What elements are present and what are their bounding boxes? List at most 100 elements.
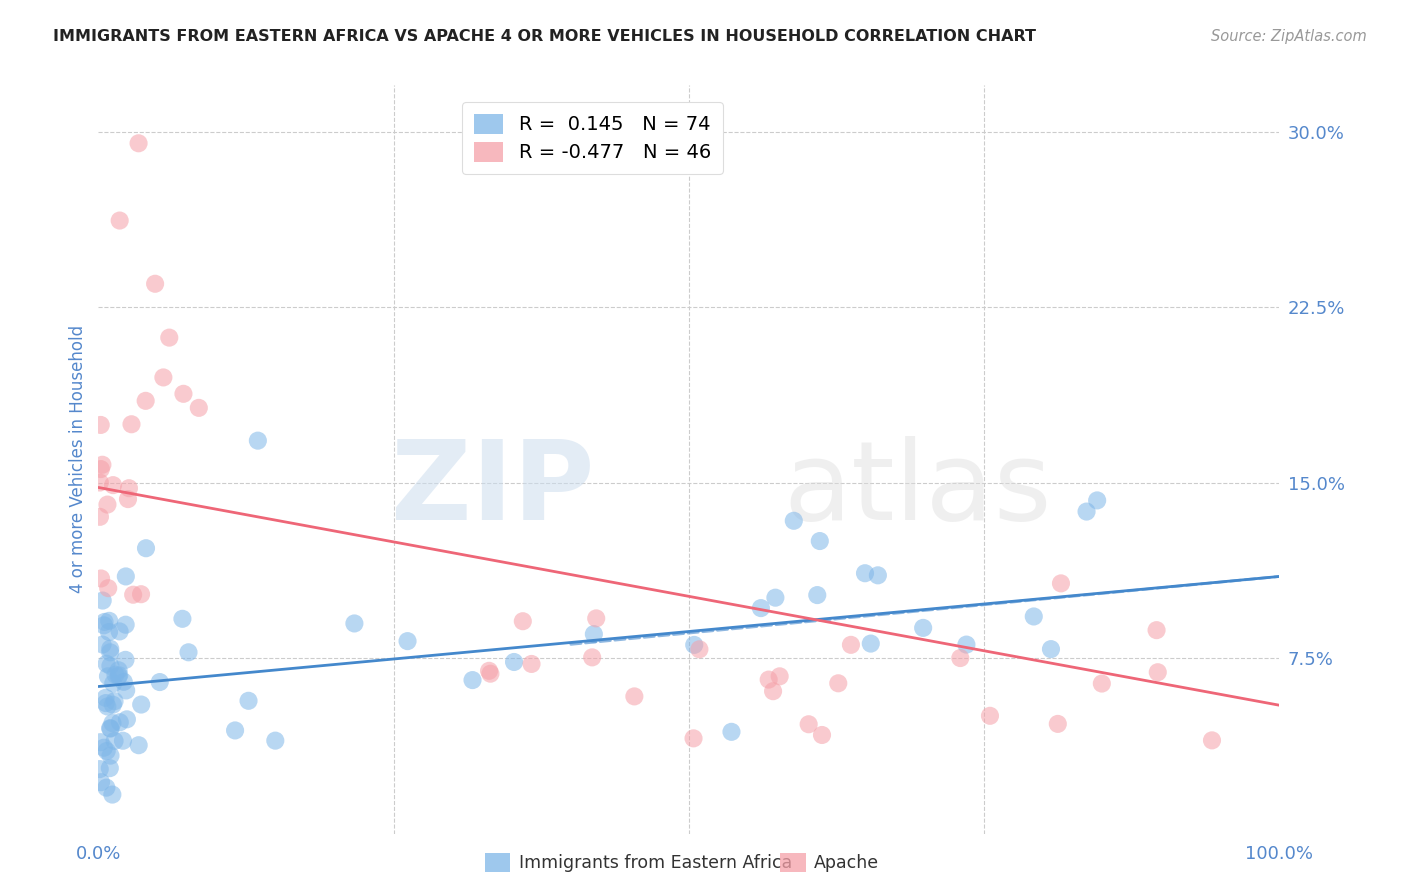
Point — [859, 637, 882, 651]
Point — [1085, 493, 1108, 508]
Point — [343, 616, 366, 631]
Point — [96, 657, 118, 671]
Point — [107, 669, 129, 683]
Point — [783, 514, 806, 528]
Point — [93, 615, 115, 629]
Point — [114, 617, 136, 632]
Point — [90, 417, 112, 432]
Point — [172, 612, 194, 626]
Point — [1039, 642, 1062, 657]
Y-axis label: 4 or more Vehicles in Household: 4 or more Vehicles in Household — [69, 326, 87, 593]
Point — [749, 601, 772, 615]
Point — [121, 417, 143, 432]
Point — [108, 213, 131, 227]
Point — [853, 566, 876, 581]
Point — [149, 675, 172, 690]
Point — [177, 645, 200, 659]
Point — [955, 638, 977, 652]
Point — [797, 717, 820, 731]
Point — [1022, 609, 1045, 624]
Point — [90, 775, 112, 789]
Point — [107, 663, 129, 677]
Point — [1046, 717, 1069, 731]
Point — [1091, 676, 1114, 690]
Point — [172, 386, 194, 401]
Point — [117, 492, 139, 507]
Point — [103, 734, 125, 748]
Point — [101, 788, 124, 802]
Point — [503, 655, 526, 669]
Point — [520, 657, 543, 671]
Point — [1201, 733, 1223, 747]
Point — [866, 568, 889, 582]
Point — [108, 668, 131, 682]
Point — [688, 642, 710, 657]
Point — [93, 740, 115, 755]
Point — [104, 667, 127, 681]
Point — [89, 509, 111, 524]
Point — [979, 708, 1001, 723]
Point — [93, 618, 115, 632]
Text: Immigrants from Eastern Africa: Immigrants from Eastern Africa — [519, 854, 792, 871]
Point — [97, 669, 120, 683]
Point — [1146, 665, 1168, 680]
Point — [135, 393, 157, 408]
Point — [91, 593, 114, 607]
Point — [98, 641, 121, 656]
Point — [808, 534, 831, 549]
Point — [461, 673, 484, 687]
Point — [91, 638, 114, 652]
Point — [912, 621, 935, 635]
Point — [157, 330, 180, 344]
Point — [103, 676, 125, 690]
Point — [128, 738, 150, 752]
Point — [94, 690, 117, 705]
Point — [582, 627, 605, 641]
Point — [623, 690, 645, 704]
Point — [143, 277, 166, 291]
Point — [682, 731, 704, 746]
Point — [89, 762, 111, 776]
Point — [1050, 576, 1073, 591]
Point — [118, 481, 141, 495]
Point — [479, 666, 502, 681]
Point — [187, 401, 209, 415]
Point — [98, 645, 121, 659]
Text: ZIP: ZIP — [391, 436, 595, 543]
Point — [115, 683, 138, 698]
Point — [100, 748, 122, 763]
Point — [98, 721, 121, 735]
Point — [758, 673, 780, 687]
Point — [94, 696, 117, 710]
Point — [111, 733, 134, 747]
Point — [128, 136, 150, 151]
Point — [122, 588, 145, 602]
Point — [101, 716, 124, 731]
Point — [101, 478, 124, 492]
Point — [112, 674, 135, 689]
Point — [115, 712, 138, 726]
Point — [581, 650, 603, 665]
Legend: R =  0.145   N = 74, R = -0.477   N = 46: R = 0.145 N = 74, R = -0.477 N = 46 — [463, 102, 723, 174]
Point — [101, 698, 124, 712]
Point — [114, 653, 136, 667]
Point — [806, 588, 828, 602]
Point — [97, 581, 120, 595]
Point — [512, 614, 534, 628]
Point — [129, 587, 152, 601]
Point — [478, 664, 501, 678]
Text: Apache: Apache — [814, 854, 879, 871]
Point — [96, 699, 118, 714]
Point — [98, 624, 121, 639]
Point — [839, 638, 862, 652]
Point — [224, 723, 246, 738]
Point — [96, 744, 118, 758]
Point — [129, 698, 152, 712]
Point — [827, 676, 849, 690]
Point — [96, 498, 118, 512]
Point — [89, 735, 111, 749]
Point — [949, 651, 972, 665]
Point — [763, 591, 786, 605]
Point — [108, 715, 131, 730]
Point — [585, 611, 607, 625]
